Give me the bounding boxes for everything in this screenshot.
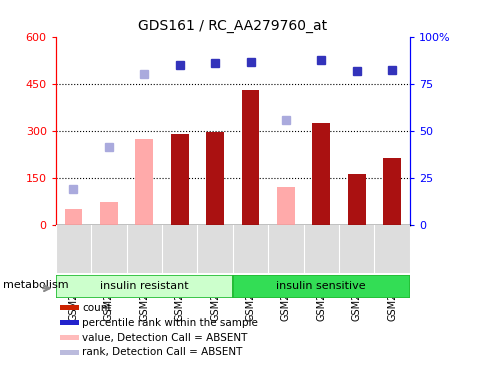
Bar [100,202,118,225]
Bar [232,274,409,298]
Bar [60,305,78,310]
Text: insulin sensitive: insulin sensitive [276,281,365,291]
Bar [60,350,78,355]
Bar [56,274,232,298]
Bar [241,90,259,225]
Bar [135,139,153,225]
Bar [347,174,365,225]
Text: metabolism: metabolism [3,280,68,290]
Text: rank, Detection Call = ABSENT: rank, Detection Call = ABSENT [82,347,242,358]
Bar [276,187,294,225]
Text: percentile rank within the sample: percentile rank within the sample [82,318,257,328]
Bar [170,134,188,225]
Bar [382,157,400,225]
Text: value, Detection Call = ABSENT: value, Detection Call = ABSENT [82,333,247,343]
Bar [60,320,78,325]
Text: insulin resistant: insulin resistant [100,281,188,291]
Title: GDS161 / RC_AA279760_at: GDS161 / RC_AA279760_at [138,19,327,33]
Bar [60,335,78,340]
Bar [312,123,330,225]
Bar [206,132,224,225]
Text: count: count [82,303,111,313]
Bar [64,209,82,225]
